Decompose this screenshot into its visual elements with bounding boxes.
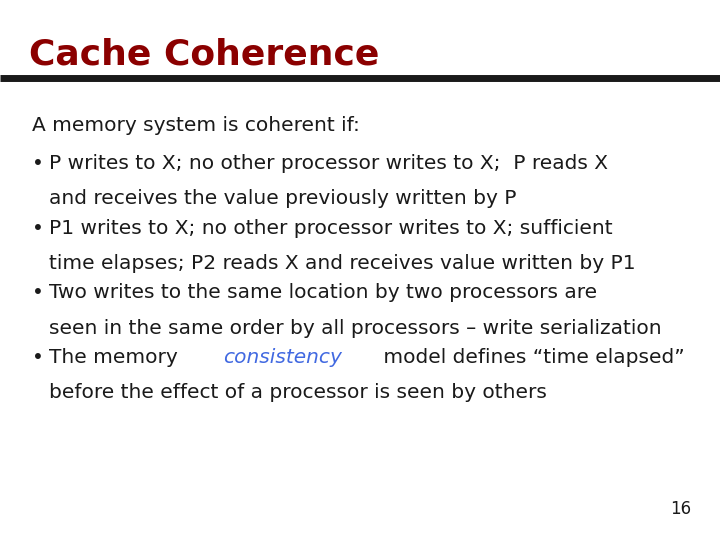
Text: before the effect of a processor is seen by others: before the effect of a processor is seen…: [49, 383, 546, 402]
Text: time elapses; P2 reads X and receives value written by P1: time elapses; P2 reads X and receives va…: [49, 254, 636, 273]
Text: Cache Coherence: Cache Coherence: [29, 38, 379, 72]
Text: •: •: [32, 284, 44, 302]
Text: •: •: [32, 154, 44, 173]
Text: •: •: [32, 219, 44, 238]
Text: P writes to X; no other processor writes to X;  P reads X: P writes to X; no other processor writes…: [49, 154, 608, 173]
Text: and receives the value previously written by P: and receives the value previously writte…: [49, 189, 516, 208]
Text: consistency: consistency: [223, 348, 342, 367]
Text: Two writes to the same location by two processors are: Two writes to the same location by two p…: [49, 284, 597, 302]
Text: P1 writes to X; no other processor writes to X; sufficient: P1 writes to X; no other processor write…: [49, 219, 613, 238]
Text: seen in the same order by all processors – write serialization: seen in the same order by all processors…: [49, 319, 662, 338]
Text: A memory system is coherent if:: A memory system is coherent if:: [32, 116, 360, 135]
Text: model defines “time elapsed”: model defines “time elapsed”: [377, 348, 684, 367]
Text: 16: 16: [670, 501, 691, 518]
Text: •: •: [32, 348, 44, 367]
Text: The memory: The memory: [49, 348, 184, 367]
